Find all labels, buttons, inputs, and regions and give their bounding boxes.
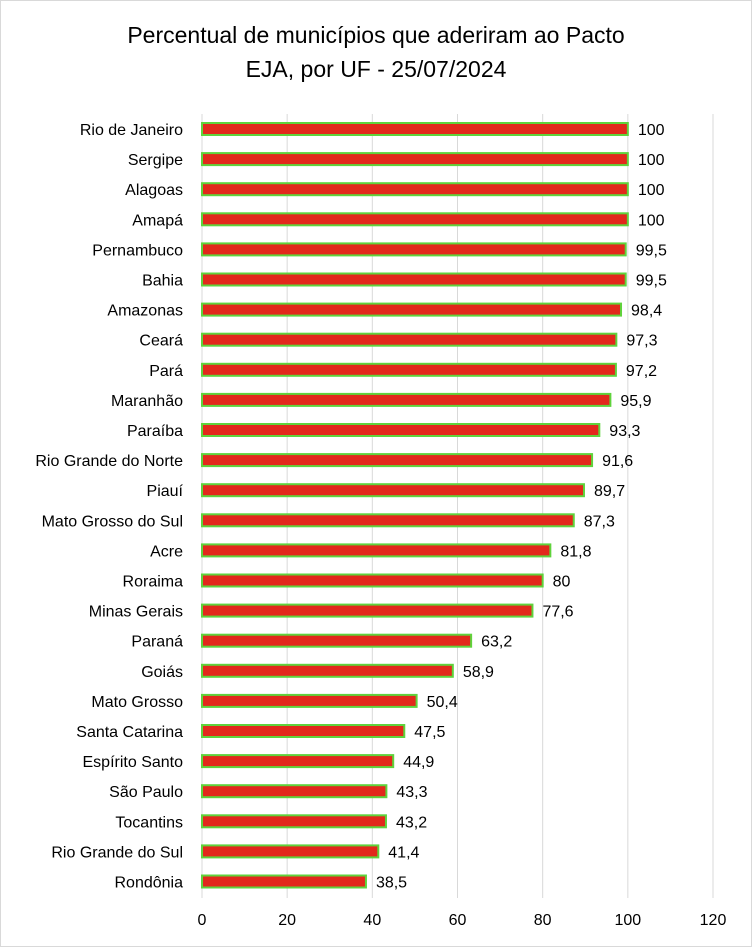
- category-label: Goiás: [141, 664, 183, 681]
- category-label: Mato Grosso do Sul: [42, 513, 183, 530]
- data-label: 81,8: [560, 543, 591, 560]
- bar: [201, 693, 418, 708]
- bar: [201, 874, 367, 889]
- category-label: Bahia: [142, 273, 183, 290]
- data-label: 98,4: [631, 303, 662, 320]
- category-label: Paraíba: [127, 423, 183, 440]
- data-label: 100: [638, 182, 665, 199]
- chart-title: Percentual de municípios que aderiram ao…: [0, 18, 752, 86]
- category-label: Rio de Janeiro: [80, 122, 183, 139]
- bar: [201, 483, 585, 498]
- bar: [201, 122, 629, 136]
- category-label: Minas Gerais: [89, 604, 183, 621]
- data-label: 58,9: [463, 664, 494, 681]
- data-label: 41,4: [388, 844, 419, 861]
- x-tick-label: 100: [614, 912, 641, 929]
- category-label: Santa Catarina: [76, 724, 183, 741]
- x-axis-ticks: 0 20 40 60 80 100 120: [198, 912, 727, 929]
- x-tick-label: 20: [278, 912, 296, 929]
- bar: [201, 453, 594, 468]
- x-tick-label: 40: [363, 912, 381, 929]
- bar: [201, 633, 473, 648]
- category-label: Alagoas: [125, 182, 183, 199]
- bar: [201, 724, 406, 738]
- data-label: 89,7: [594, 483, 625, 500]
- data-label: 87,3: [584, 513, 615, 530]
- bar: [201, 302, 623, 317]
- category-label: Roraima: [123, 574, 184, 591]
- x-tick-label: 80: [534, 912, 552, 929]
- category-label: Tocantins: [115, 814, 183, 831]
- bar: [201, 663, 454, 678]
- data-label: 100: [638, 122, 665, 139]
- data-label: 97,2: [626, 363, 657, 380]
- category-label: Espírito Santo: [83, 754, 184, 771]
- data-label: 80: [553, 574, 571, 591]
- data-label: 100: [638, 212, 665, 229]
- data-label: 63,2: [481, 634, 512, 651]
- bar: [201, 603, 534, 618]
- category-label: Pernambuco: [92, 242, 183, 259]
- data-label: 95,9: [620, 393, 651, 410]
- category-label: Sergipe: [128, 152, 183, 169]
- data-label: 97,3: [626, 333, 657, 350]
- bar: [201, 332, 618, 347]
- data-label: 91,6: [602, 453, 633, 470]
- bar: [201, 423, 601, 437]
- data-label: 44,9: [403, 754, 434, 771]
- category-label: Piauí: [147, 483, 184, 500]
- bar: [201, 814, 387, 829]
- category-label: São Paulo: [109, 784, 183, 801]
- category-label: Amazonas: [107, 303, 183, 320]
- category-label: Pará: [149, 363, 183, 380]
- x-tick-label: 120: [700, 912, 727, 929]
- category-label: Ceará: [139, 333, 183, 350]
- data-label: 99,5: [636, 273, 667, 290]
- data-label: 43,3: [396, 784, 427, 801]
- category-label: Paraná: [131, 634, 183, 651]
- data-labels: 100 100 100 100 99,5 99,5 98,4 97,3 97,2 95,9 93,3…: [376, 122, 667, 892]
- bar: [201, 242, 627, 257]
- bar: [201, 513, 575, 528]
- data-label: 93,3: [609, 423, 640, 440]
- bar: [201, 272, 627, 287]
- bar: [201, 212, 629, 227]
- bar: [201, 844, 380, 859]
- data-label: 38,5: [376, 875, 407, 892]
- data-label: 50,4: [427, 694, 458, 711]
- bar: [201, 392, 612, 407]
- category-label: Maranhão: [111, 393, 183, 410]
- gridlines: [201, 114, 714, 898]
- bar: [201, 784, 388, 799]
- bar: [201, 152, 629, 167]
- data-label: 77,6: [542, 604, 573, 621]
- category-labels: Rio de Janeiro Sergipe Alagoas Amapá Pernamb…: [35, 122, 183, 892]
- bar: [201, 573, 544, 588]
- data-label: 47,5: [414, 724, 445, 741]
- category-label: Rio Grande do Norte: [35, 453, 183, 470]
- bars: [201, 122, 629, 889]
- category-label: Amapá: [132, 212, 183, 229]
- x-tick-label: 0: [198, 912, 207, 929]
- category-label: Acre: [150, 543, 183, 560]
- chart-title-line-2: EJA, por UF - 25/07/2024: [245, 56, 507, 82]
- bar: [201, 543, 552, 558]
- category-label: Mato Grosso: [91, 694, 183, 711]
- bar: [201, 754, 395, 769]
- x-tick-label: 60: [449, 912, 467, 929]
- data-label: 100: [638, 152, 665, 169]
- bar: [201, 362, 617, 377]
- chart-title-line-1: Percentual de municípios que aderiram ao…: [127, 22, 625, 48]
- data-label: 43,2: [396, 814, 427, 831]
- data-label: 99,5: [636, 242, 667, 259]
- bar: [201, 182, 629, 197]
- category-label: Rondônia: [115, 875, 184, 892]
- category-label: Rio Grande do Sul: [51, 844, 183, 861]
